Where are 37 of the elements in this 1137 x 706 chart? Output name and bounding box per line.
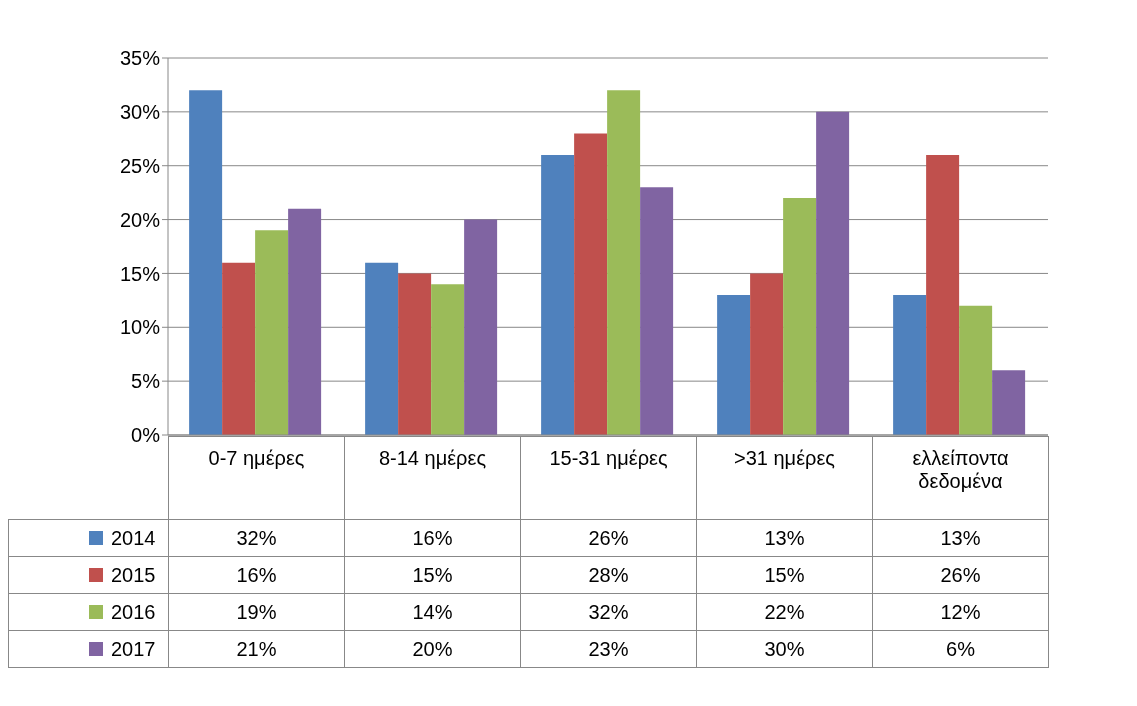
y-tick-label: 35% (119, 47, 161, 70)
y-tick-label: 0% (131, 424, 161, 447)
data-label: 12% (872, 593, 1049, 631)
data-label: 28% (520, 556, 697, 594)
data-label: 15% (344, 556, 521, 594)
data-label: 6% (872, 630, 1049, 668)
data-label: 30% (696, 630, 873, 668)
data-label: 23% (520, 630, 697, 668)
y-tick-label: 10% (119, 316, 161, 339)
data-label: 14% (344, 593, 521, 631)
data-label: 26% (520, 519, 697, 557)
data-label: 13% (872, 519, 1049, 557)
data-label: 20% (344, 630, 521, 668)
x-tick-label: 15-31 ημέρες (520, 436, 697, 520)
y-tick-label: 15% (119, 262, 161, 285)
data-label: 15% (696, 556, 873, 594)
legend-label: 2014 (8, 519, 169, 557)
legend-label: 2017 (8, 630, 169, 668)
y-tick-label: 25% (119, 154, 161, 177)
data-label: 16% (168, 556, 345, 594)
data-label: 21% (168, 630, 345, 668)
x-tick-label: 0-7 ημέρες (168, 436, 345, 520)
data-label: 16% (344, 519, 521, 557)
x-tick-label: >31 ημέρες (696, 436, 873, 520)
legend-label: 2015 (8, 556, 169, 594)
data-label: 22% (696, 593, 873, 631)
y-tick-label: 5% (131, 370, 161, 393)
data-label: 13% (696, 519, 873, 557)
y-tick-label: 30% (119, 100, 161, 123)
data-label: 19% (168, 593, 345, 631)
data-label: 32% (520, 593, 697, 631)
data-label: 32% (168, 519, 345, 557)
data-label: 26% (872, 556, 1049, 594)
y-tick-label: 20% (119, 208, 161, 231)
legend-label: 2016 (8, 593, 169, 631)
x-tick-label: 8-14 ημέρες (344, 436, 521, 520)
x-tick-label: ελλείποντα δεδομένα (872, 436, 1049, 520)
